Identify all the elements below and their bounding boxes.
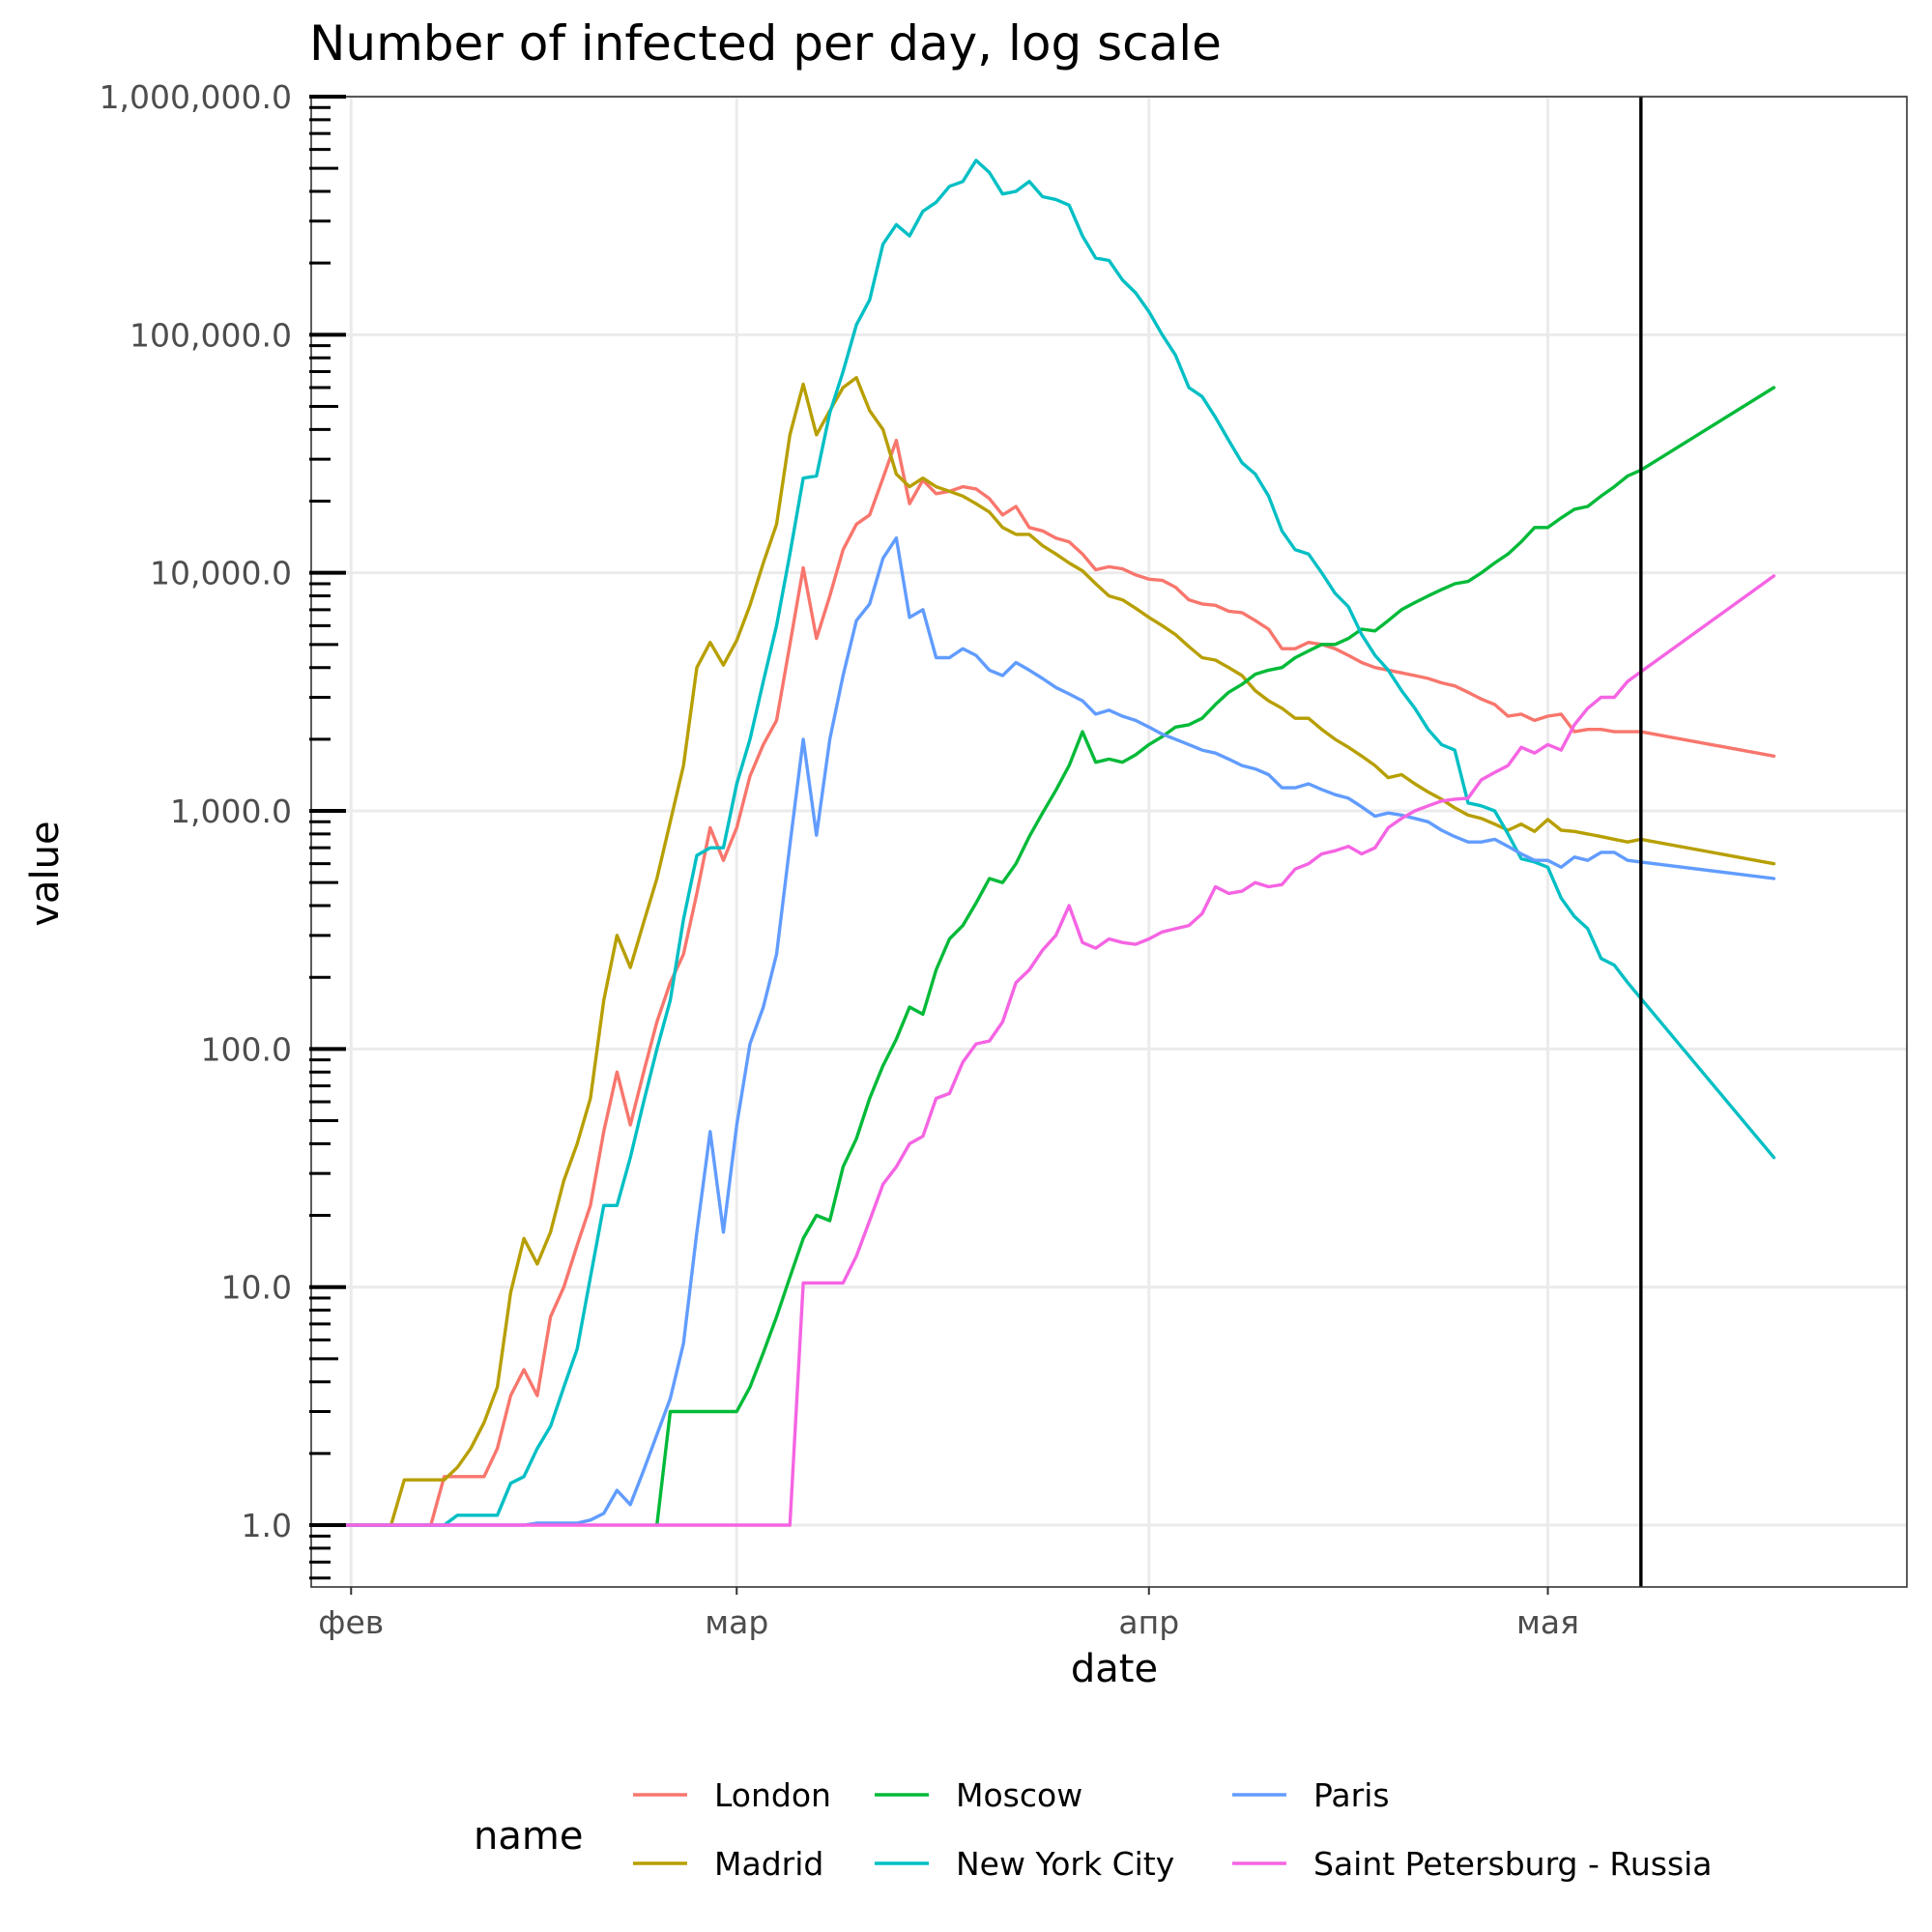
- y-axis-title: value: [23, 821, 68, 926]
- legend-label: Moscow: [956, 1776, 1082, 1814]
- grid-layer: [311, 95, 1907, 1587]
- series-line-paris: [309, 536, 1776, 1527]
- y-tick-label: 100.0: [201, 1030, 292, 1068]
- panel-border: [310, 96, 1908, 1588]
- series-line-london: [309, 438, 1776, 1527]
- legend-label: Paris: [1313, 1776, 1390, 1814]
- y-tick-label: 100,000.0: [130, 316, 292, 354]
- x-tick-label: мая: [1516, 1603, 1579, 1641]
- legend-item: Moscow: [875, 1776, 1082, 1814]
- series-line-saint-petersburg-russia: [309, 574, 1776, 1527]
- legend-item: Saint Petersburg - Russia: [1232, 1845, 1713, 1883]
- y-tick-label: 1,000,000.0: [100, 78, 292, 116]
- chart-title: Number of infected per day, log scale: [309, 15, 1222, 72]
- y-tick-label: 10.0: [221, 1269, 292, 1307]
- x-tick-label: мар: [705, 1603, 768, 1641]
- series-line-madrid: [309, 376, 1776, 1527]
- legend-label: New York City: [956, 1845, 1174, 1883]
- y-tick-label: 1,000.0: [170, 793, 292, 830]
- legend-item: Madrid: [633, 1845, 823, 1883]
- y-axis: 1.0 10.0 100.0 1,000.0 10,000.0 100,000.0 1,00…: [100, 78, 346, 1580]
- y-tick-label: 10,000.0: [150, 555, 292, 592]
- legend-title: name: [474, 1814, 583, 1859]
- legend-item: New York City: [875, 1845, 1174, 1883]
- legend-item: London: [633, 1776, 831, 1814]
- legend: name London Madrid Moscow New York City Pari…: [474, 1776, 1713, 1883]
- y-tick-label: 1.0: [242, 1507, 292, 1544]
- series-line-moscow: [655, 386, 1776, 1527]
- x-tick-label: апр: [1118, 1603, 1179, 1641]
- legend-label: Saint Petersburg - Russia: [1313, 1845, 1713, 1883]
- series-layer: [309, 159, 1776, 1527]
- legend-label: London: [714, 1776, 831, 1814]
- legend-item: Paris: [1232, 1776, 1390, 1814]
- x-tick-label: фев: [318, 1603, 384, 1641]
- legend-label: Madrid: [714, 1845, 823, 1883]
- x-axis: фев мар апр мая: [318, 1587, 1579, 1641]
- series-line-new-york-city: [309, 159, 1776, 1527]
- x-axis-title: date: [1071, 1647, 1158, 1691]
